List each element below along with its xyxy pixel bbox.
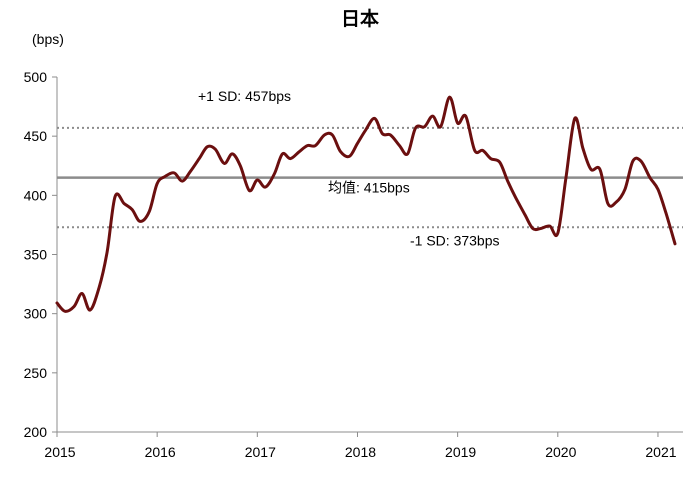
x-tick-label: 2020	[545, 444, 576, 460]
x-tick-label: 2016	[145, 444, 176, 460]
chart-title: 日本	[341, 7, 379, 30]
y-tick-label: 300	[24, 306, 48, 322]
reference-line-label: +1 SD: 457bps	[198, 88, 291, 104]
annotations: +1 SD: 457bps 均值: 415bps -1 SD: 373bps	[198, 88, 500, 248]
y-tick-label: 200	[24, 424, 48, 440]
x-tick-label: 2017	[245, 444, 276, 460]
y-tick-label: 250	[24, 365, 48, 381]
y-tick-label: 450	[24, 128, 48, 144]
x-tick-label: 2018	[345, 444, 376, 460]
spread-series-line	[55, 95, 677, 313]
axes: 200 250 300 350 400 450 500 2015 2016 2017 2018 201…	[24, 69, 683, 460]
reference-lines	[57, 126, 683, 229]
reference-line-label: -1 SD: 373bps	[410, 232, 500, 248]
y-tick-label: 350	[24, 247, 48, 263]
series-layer	[55, 95, 677, 313]
x-tick-label: 2015	[44, 444, 75, 460]
y-tick-label: 400	[24, 187, 48, 203]
x-tick-label: 2021	[645, 444, 676, 460]
x-tick-label: 2019	[445, 444, 476, 460]
y-tick-label: 500	[24, 69, 48, 85]
reference-line-label: 均值: 415bps	[328, 180, 410, 196]
y-axis-label: (bps)	[32, 31, 64, 47]
